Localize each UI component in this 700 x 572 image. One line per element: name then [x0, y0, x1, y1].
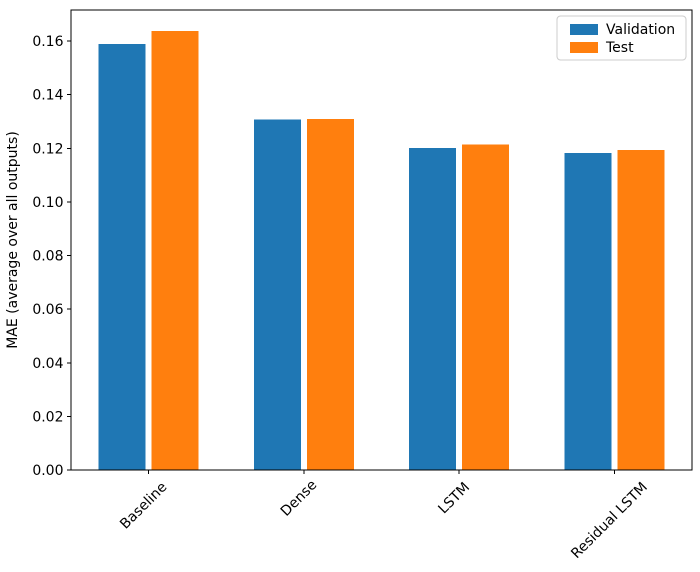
x-tick-label-dense: Dense	[278, 477, 321, 520]
bar-test-lstm	[462, 144, 510, 471]
bar-test-residual-lstm	[617, 150, 665, 470]
y-tick-label: 0.12	[32, 141, 63, 157]
bar-validation-lstm	[409, 148, 457, 470]
bar-validation-residual-lstm	[564, 152, 612, 470]
legend-swatch-validation	[570, 24, 598, 35]
y-tick-label: 0.10	[32, 195, 63, 211]
plot-area: 0.00 0.02 0.04 0.06 0.08 0.10 0.12 0.14 0.16 Base…	[32, 9, 693, 562]
legend-swatch-test	[570, 42, 598, 53]
x-tick-label-residual-lstm: Residual LSTM	[568, 479, 651, 562]
x-tick-label-lstm: LSTM	[435, 480, 473, 518]
bar-test-dense	[306, 119, 354, 470]
axes-spines	[70, 9, 693, 471]
legend-label-test: Test	[605, 40, 634, 56]
y-tick-label: 0.06	[32, 302, 63, 318]
y-tick-label: 0.02	[32, 409, 63, 425]
legend-label-validation: Validation	[606, 22, 675, 38]
bar-test-baseline	[151, 31, 199, 470]
y-tick-label: 0.16	[32, 34, 63, 50]
y-tick-label: 0.14	[32, 88, 63, 104]
y-axis-label: MAE (average over all outputs)	[5, 131, 21, 349]
y-tick-label: 0.00	[32, 463, 63, 479]
y-tick-label: 0.04	[32, 356, 63, 372]
x-tick-label-baseline: Baseline	[117, 479, 170, 532]
bar-validation-baseline	[98, 44, 146, 470]
y-tick-label: 0.08	[32, 249, 63, 265]
bar-validation-dense	[253, 119, 301, 471]
